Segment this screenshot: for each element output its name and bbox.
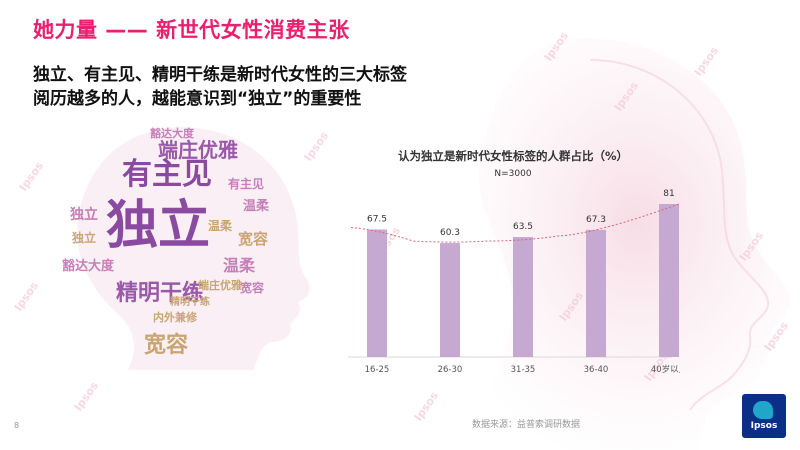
trend-line [350, 203, 680, 243]
head-outline [77, 127, 310, 371]
data-label: 67.3 [586, 215, 606, 225]
headline-line: 阅历越多的人，越能意识到“独立”的重要性 [33, 89, 362, 109]
cloud-word: 独立 [70, 207, 98, 223]
cloud-word: 端庄优雅 [158, 138, 238, 162]
cloud-word: 独立 [106, 196, 211, 256]
logo-text: Ipsos [750, 421, 778, 431]
bar-chart: 67.5 16-25 60.3 26-30 63.5 31-35 67.3 36-40 81 40… [348, 189, 680, 375]
cloud-word: 宽容 [238, 230, 269, 248]
cloud-word: 精明干练 [116, 281, 205, 306]
cloud-word: 豁达大度 [150, 127, 194, 140]
source-note: 数据来源：益普索调研数据 [472, 420, 581, 430]
cloud-word: 有主见 [228, 177, 265, 191]
x-tick-label: 40岁以上 [651, 364, 680, 375]
cloud-word: 宽容 [144, 333, 189, 358]
cloud-word: 独立 [72, 231, 97, 245]
cloud-word: 精明干练 [170, 297, 210, 308]
cloud-word: 宽容 [240, 281, 265, 295]
chart-title: 认为独立是新时代女性标签的人群占比（%） [397, 149, 629, 163]
page-number: 8 [14, 421, 20, 430]
x-tick-label: 16-25 [365, 365, 390, 375]
cloud-word: 温柔 [223, 256, 256, 275]
bar [586, 229, 606, 357]
word-cloud-head: 独立 有主见 精明干练 端庄优雅 宽容 宽容 温柔 温柔 豁达大度 豁达大度 内… [58, 120, 318, 375]
data-label: 81 [663, 189, 674, 199]
logo-mark-icon [753, 401, 773, 419]
x-tick-label: 31-35 [511, 365, 536, 375]
slide-title: 她力量 —— 新世代女性消费主张 [33, 18, 350, 42]
bar [659, 204, 679, 357]
chart-subtitle: N=3000 [494, 169, 532, 179]
x-tick-label: 26-30 [438, 365, 463, 375]
cloud-word: 温柔 [208, 219, 233, 233]
bar [440, 243, 460, 357]
cloud-word: 内外兼修 [153, 311, 197, 324]
bar [513, 237, 533, 357]
data-label: 63.5 [513, 222, 533, 232]
cloud-word: 豁达大度 [62, 259, 115, 274]
cloud-word: 有主见 [122, 157, 212, 192]
data-label: 67.5 [367, 215, 387, 225]
data-label: 60.3 [440, 228, 460, 238]
cloud-word: 端庄优雅 [198, 279, 242, 292]
headline-line: 独立、有主见、精明干练是新时代女性的三大标签 [33, 65, 407, 85]
ipsos-logo: Ipsos [742, 394, 786, 438]
bar [367, 229, 387, 357]
cloud-word: 温柔 [243, 199, 270, 214]
x-tick-label: 36-40 [584, 365, 609, 375]
headline: 独立、有主见、精明干练是新时代女性的三大标签 阅历越多的人，越能意识到“独立”的… [33, 63, 633, 111]
